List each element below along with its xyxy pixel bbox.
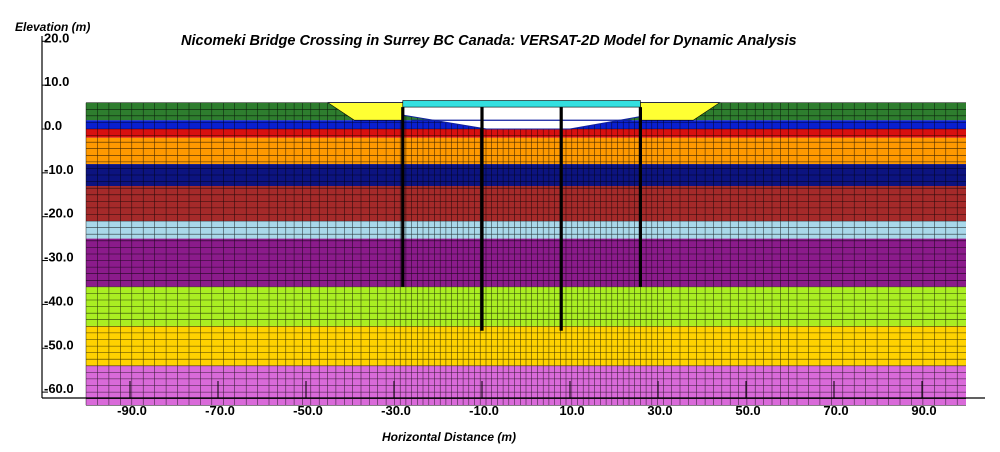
y-tick-label: -10.0 bbox=[44, 162, 74, 177]
bridge-structure bbox=[401, 100, 643, 331]
x-axis-ticks: -90.0 -70.0 -50.0 -30.0 -10.0 10.0 30.0 50.0 70.… bbox=[117, 381, 937, 418]
y-tick-label: -30.0 bbox=[44, 250, 74, 265]
mesh-lines bbox=[85, 102, 966, 406]
x-tick-label: -10.0 bbox=[469, 403, 499, 418]
y-axis-ticks: 20.0 10.0 0.0 -10.0 -20.0 -30.0 -40.0 -50.0 -60.… bbox=[42, 30, 74, 396]
y-tick-label: -50.0 bbox=[44, 337, 74, 352]
x-axis-title: Horizontal Distance (m) bbox=[382, 430, 516, 444]
x-tick-label: 70.0 bbox=[823, 403, 848, 418]
x-tick-label: -90.0 bbox=[117, 403, 147, 418]
y-tick-label: 10.0 bbox=[44, 74, 69, 89]
y-tick-label: -40.0 bbox=[44, 293, 74, 308]
x-tick-label: 90.0 bbox=[911, 403, 936, 418]
y-axis-title: Elevation (m) bbox=[15, 20, 90, 34]
bridge-deck bbox=[402, 100, 641, 108]
y-tick-label: -60.0 bbox=[44, 381, 74, 396]
x-tick-label: 30.0 bbox=[647, 403, 672, 418]
mesh-grid bbox=[85, 102, 966, 406]
y-tick-label: 0.0 bbox=[44, 118, 62, 133]
x-tick-label: -50.0 bbox=[293, 403, 323, 418]
x-tick-label: -30.0 bbox=[381, 403, 411, 418]
x-tick-label: 10.0 bbox=[559, 403, 584, 418]
chart-title: Nicomeki Bridge Crossing in Surrey BC Ca… bbox=[181, 33, 797, 49]
y-tick-label: 20.0 bbox=[44, 30, 69, 45]
x-tick-label: -70.0 bbox=[205, 403, 235, 418]
y-tick-label: -20.0 bbox=[44, 206, 74, 221]
x-tick-label: 50.0 bbox=[735, 403, 760, 418]
